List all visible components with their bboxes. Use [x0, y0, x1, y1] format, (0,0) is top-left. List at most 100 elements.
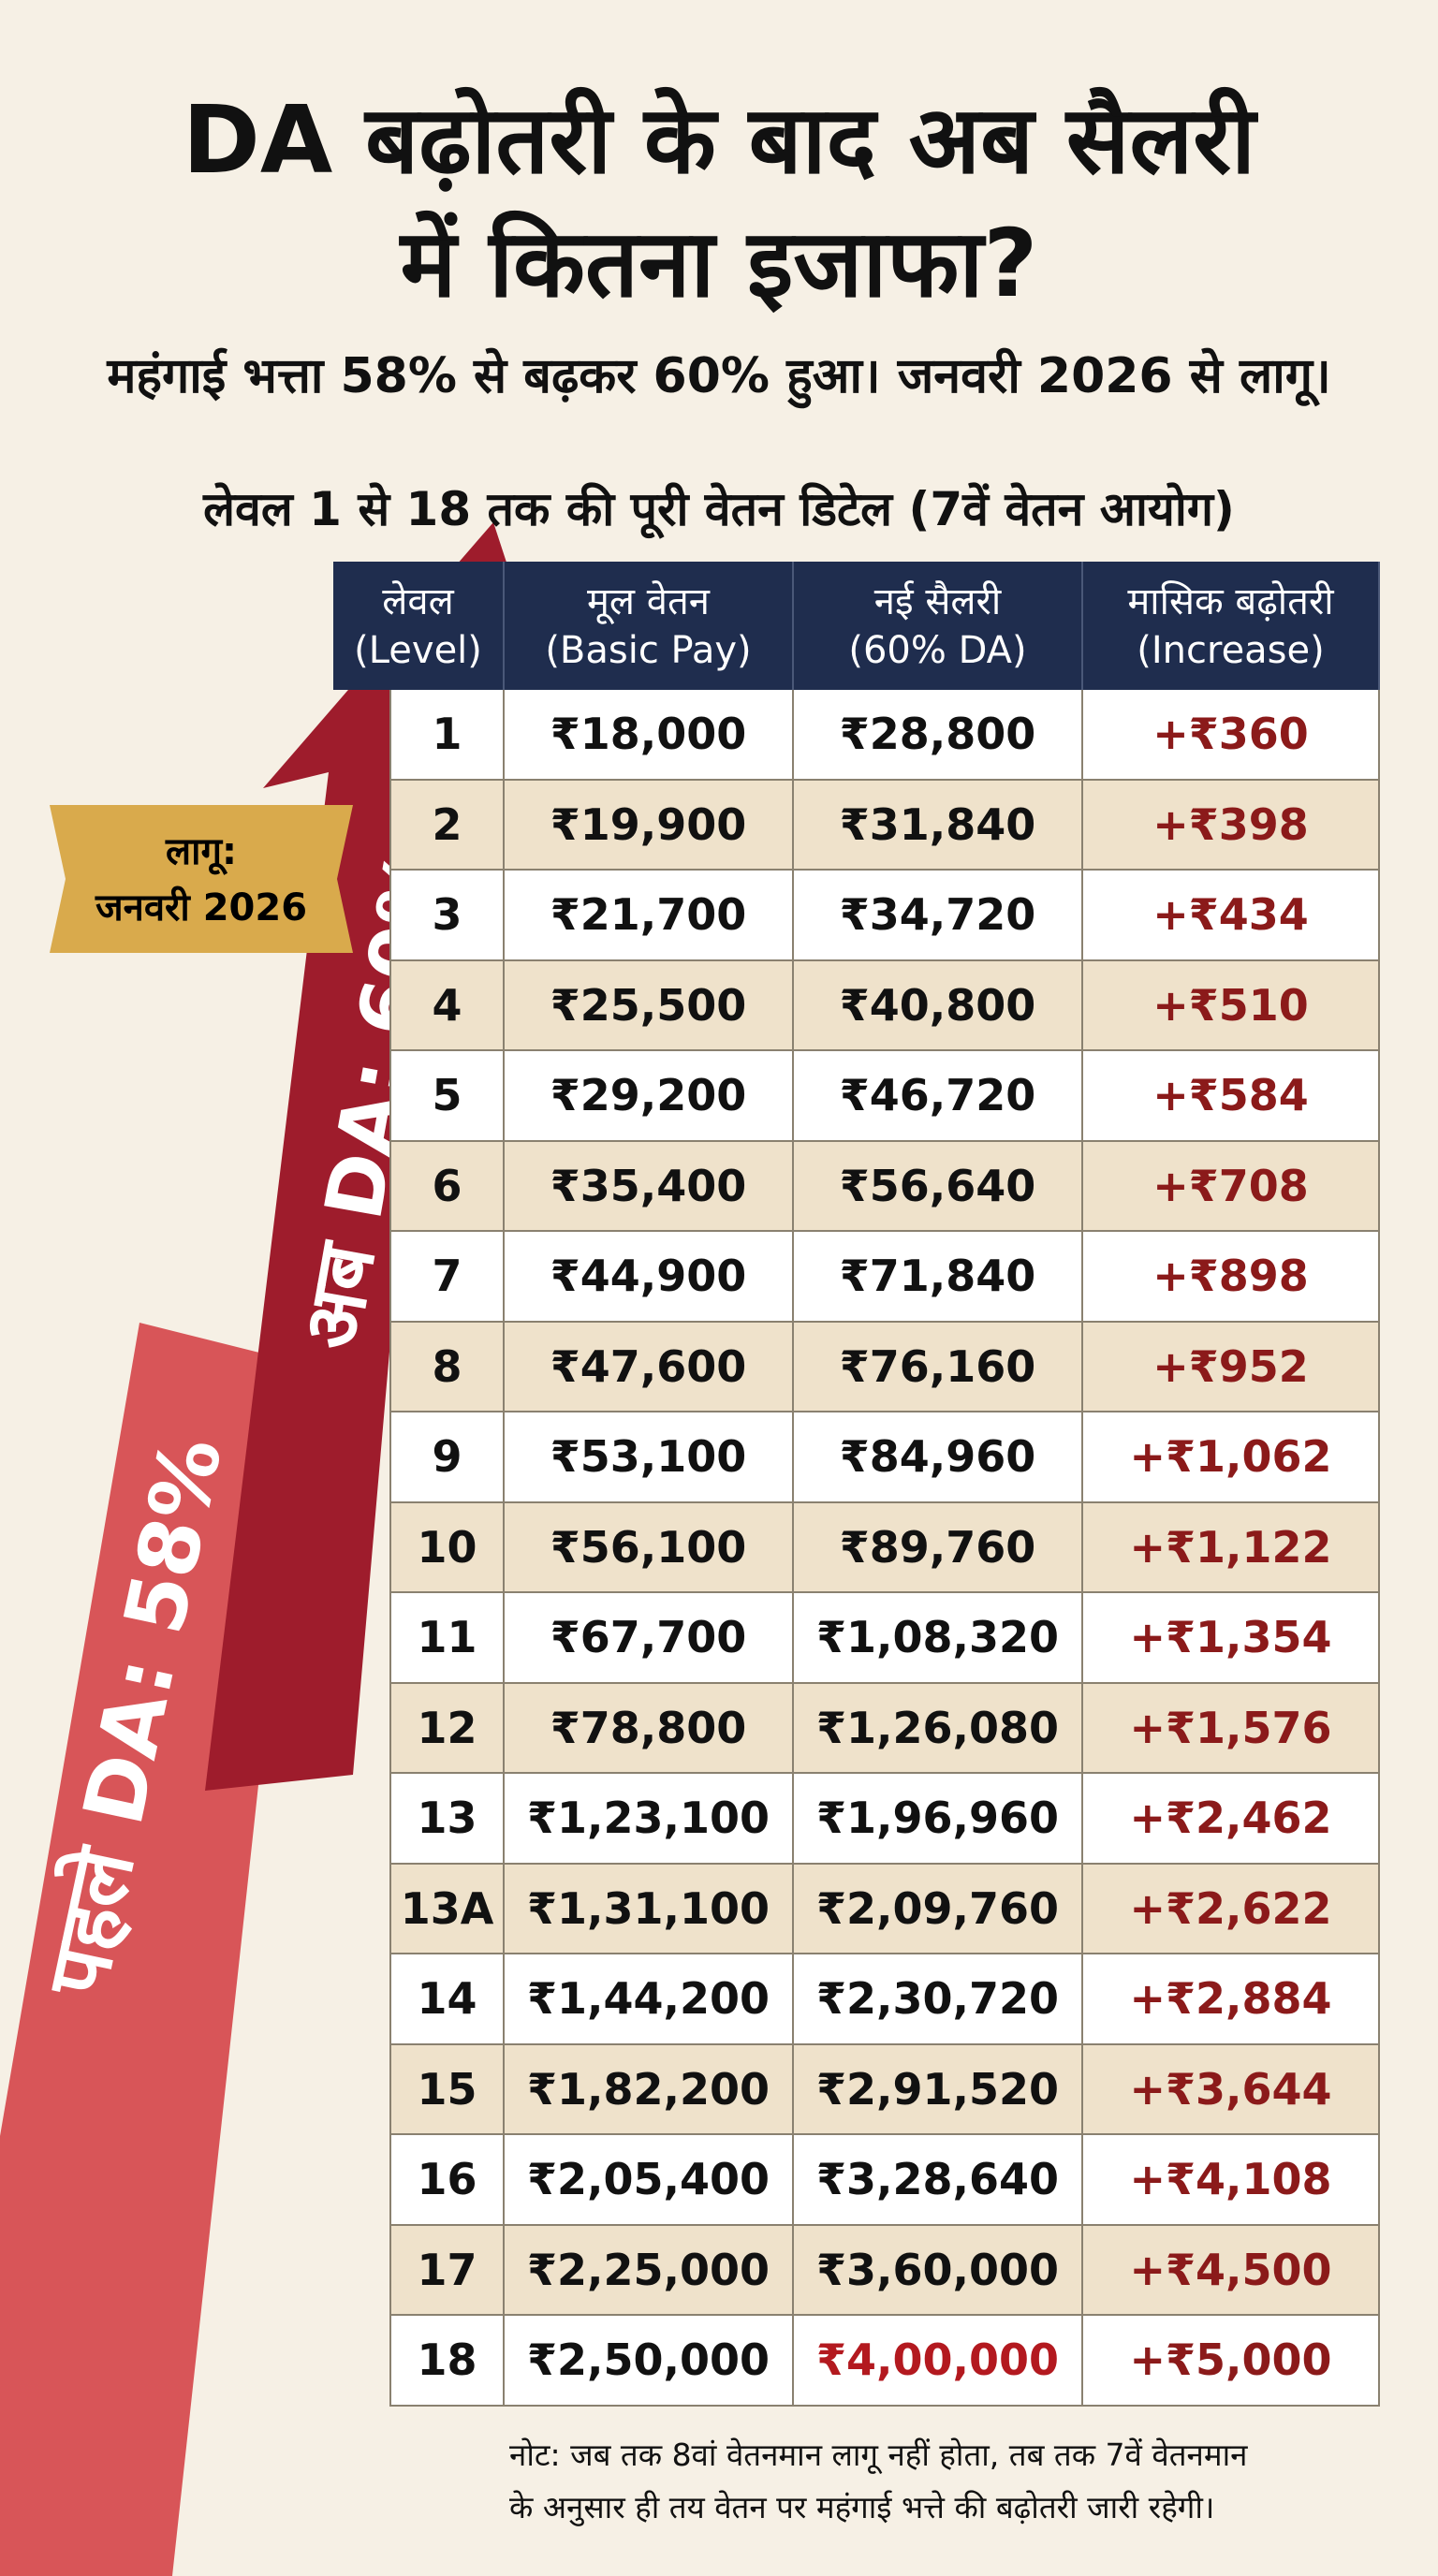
header-cell: लेवल (Level) — [333, 562, 505, 690]
table-cell: ₹2,50,000 — [505, 2316, 794, 2407]
note-line: के अनुसार ही तय वेतन पर महंगाई भत्ते की … — [509, 2489, 1215, 2525]
table-cell: ₹56,100 — [505, 1502, 794, 1593]
table-row: 10 ₹56,100 ₹89,760 +₹1,122 — [389, 1502, 1380, 1593]
table-cell: +₹360 — [1083, 690, 1380, 781]
table-cell: ₹84,960 — [794, 1412, 1083, 1503]
table-cell: 2 — [389, 780, 505, 871]
table-cell: ₹3,28,640 — [794, 2135, 1083, 2226]
table-cell: ₹1,26,080 — [794, 1683, 1083, 1774]
table-row: 7 ₹44,900 ₹71,840 +₹898 — [389, 1232, 1380, 1323]
table-header: लेवल (Level) मूल वेतन (Basic Pay) नई सैलरी (6… — [333, 562, 1380, 690]
table-cell: ₹1,96,960 — [794, 1774, 1083, 1865]
table-cell: ₹25,500 — [505, 960, 794, 1051]
table-cell: +₹1,062 — [1083, 1412, 1380, 1503]
header-cell: नई सैलरी (60% DA) — [794, 562, 1083, 690]
table-cell: ₹46,720 — [794, 1051, 1083, 1142]
table-row: 5 ₹29,200 ₹46,720 +₹584 — [389, 1051, 1380, 1142]
table-cell: ₹34,720 — [794, 871, 1083, 961]
table-cell: ₹56,640 — [794, 1141, 1083, 1232]
table-cell: +₹434 — [1083, 871, 1380, 961]
table-row: 3 ₹21,700 ₹34,720 +₹434 — [389, 871, 1380, 961]
table-cell: 3 — [389, 871, 505, 961]
table-cell: +₹4,500 — [1083, 2225, 1380, 2316]
table-row: 13A ₹1,31,100 ₹2,09,760 +₹2,622 — [389, 1864, 1380, 1954]
table-cell: ₹76,160 — [794, 1322, 1083, 1412]
title: DA बढ़ोतरी के बाद अब सैलरी — [182, 85, 1256, 195]
table-cell: +₹1,576 — [1083, 1683, 1380, 1774]
badge-ribbon — [50, 805, 353, 953]
table-cell: +₹5,000 — [1083, 2316, 1380, 2407]
table-cell: ₹21,700 — [505, 871, 794, 961]
subtitle: महंगाई भत्ता 58% से बढ़कर 60% हुआ। जनवरी… — [107, 348, 1331, 404]
table-row: 1 ₹18,000 ₹28,800 +₹360 — [389, 690, 1380, 781]
table-row: 6 ₹35,400 ₹56,640 +₹708 — [389, 1141, 1380, 1232]
table-cell: ₹2,30,720 — [794, 1954, 1083, 2045]
table-cell: 7 — [389, 1232, 505, 1323]
table-cell: ₹35,400 — [505, 1141, 794, 1232]
table-row: 11 ₹67,700 ₹1,08,320 +₹1,354 — [389, 1593, 1380, 1684]
current-arrow — [205, 522, 559, 1791]
note: नोट: जब तक 8वां वेतनमान लागू नहीं होता, … — [509, 2429, 1247, 2534]
table-row: 15 ₹1,82,200 ₹2,91,520 +₹3,644 — [389, 2044, 1380, 2135]
table-cell: +₹4,108 — [1083, 2135, 1380, 2226]
header-text: (60% DA) — [848, 628, 1027, 672]
table-cell: ₹28,800 — [794, 690, 1083, 781]
table-cell: 4 — [389, 960, 505, 1051]
table-cell: ₹78,800 — [505, 1683, 794, 1774]
table-cell: 1 — [389, 690, 505, 781]
table-cell: +₹708 — [1083, 1141, 1380, 1232]
table-cell: ₹89,760 — [794, 1502, 1083, 1593]
header-text: (Basic Pay) — [545, 628, 752, 672]
table-cell: +₹1,354 — [1083, 1593, 1380, 1684]
table-row: 18 ₹2,50,000 ₹4,00,000 +₹5,000 — [389, 2316, 1380, 2407]
table-cell: ₹1,08,320 — [794, 1593, 1083, 1684]
table-cell: 6 — [389, 1141, 505, 1232]
table-cell: 8 — [389, 1322, 505, 1412]
header-text: लेवल — [382, 579, 454, 623]
table-cell: +₹898 — [1083, 1232, 1380, 1323]
table-cell: 13 — [389, 1774, 505, 1865]
table-cell: ₹40,800 — [794, 960, 1083, 1051]
table-cell: +₹952 — [1083, 1322, 1380, 1412]
table-cell: 18 — [389, 2316, 505, 2407]
table-cell: +₹584 — [1083, 1051, 1380, 1142]
table-cell: 12 — [389, 1683, 505, 1774]
header-text: (Increase) — [1137, 628, 1325, 672]
table-cell: ₹53,100 — [505, 1412, 794, 1503]
table-cell: +₹398 — [1083, 780, 1380, 871]
table-cell: ₹1,31,100 — [505, 1864, 794, 1954]
table-cell: ₹4,00,000 — [794, 2316, 1083, 2407]
table-cell: ₹44,900 — [505, 1232, 794, 1323]
table-heading: लेवल 1 से 18 तक की पूरी वेतन डिटेल (7वें… — [203, 482, 1235, 536]
header-text: मासिक बढ़ोतरी — [1127, 579, 1334, 623]
header-text: नई सैलरी — [873, 579, 1002, 623]
table-cell: ₹31,840 — [794, 780, 1083, 871]
table-cell: +₹2,884 — [1083, 1954, 1380, 2045]
table-cell: ₹1,23,100 — [505, 1774, 794, 1865]
table-cell: ₹67,700 — [505, 1593, 794, 1684]
table-cell: ₹1,82,200 — [505, 2044, 794, 2135]
table-cell: ₹29,200 — [505, 1051, 794, 1142]
table-cell: ₹2,09,760 — [794, 1864, 1083, 1954]
table-row: 4 ₹25,500 ₹40,800 +₹510 — [389, 960, 1380, 1051]
table-cell: 13A — [389, 1864, 505, 1954]
table-cell: 9 — [389, 1412, 505, 1503]
table-cell: +₹2,622 — [1083, 1864, 1380, 1954]
table-cell: ₹2,05,400 — [505, 2135, 794, 2226]
table-body: 1 ₹18,000 ₹28,800 +₹360 2 ₹19,900 ₹31,840 +₹398… — [389, 690, 1380, 2407]
table-cell: 11 — [389, 1593, 505, 1684]
table-cell: ₹2,25,000 — [505, 2225, 794, 2316]
table-row: 17 ₹2,25,000 ₹3,60,000 +₹4,500 — [389, 2225, 1380, 2316]
badge-line: जनवरी 2026 — [95, 886, 307, 929]
table-row: 16 ₹2,05,400 ₹3,28,640 +₹4,108 — [389, 2135, 1380, 2226]
table-row: 8 ₹47,600 ₹76,160 +₹952 — [389, 1322, 1380, 1412]
table-cell: +₹2,462 — [1083, 1774, 1380, 1865]
table-cell: ₹1,44,200 — [505, 1954, 794, 2045]
table-row: 12 ₹78,800 ₹1,26,080 +₹1,576 — [389, 1683, 1380, 1774]
table-cell: ₹18,000 — [505, 690, 794, 781]
title: में कितना इजाफा? — [400, 209, 1038, 318]
table-cell: ₹71,840 — [794, 1232, 1083, 1323]
table-cell: +₹510 — [1083, 960, 1380, 1051]
table-cell: 17 — [389, 2225, 505, 2316]
badge-line: लागू: — [165, 830, 237, 875]
